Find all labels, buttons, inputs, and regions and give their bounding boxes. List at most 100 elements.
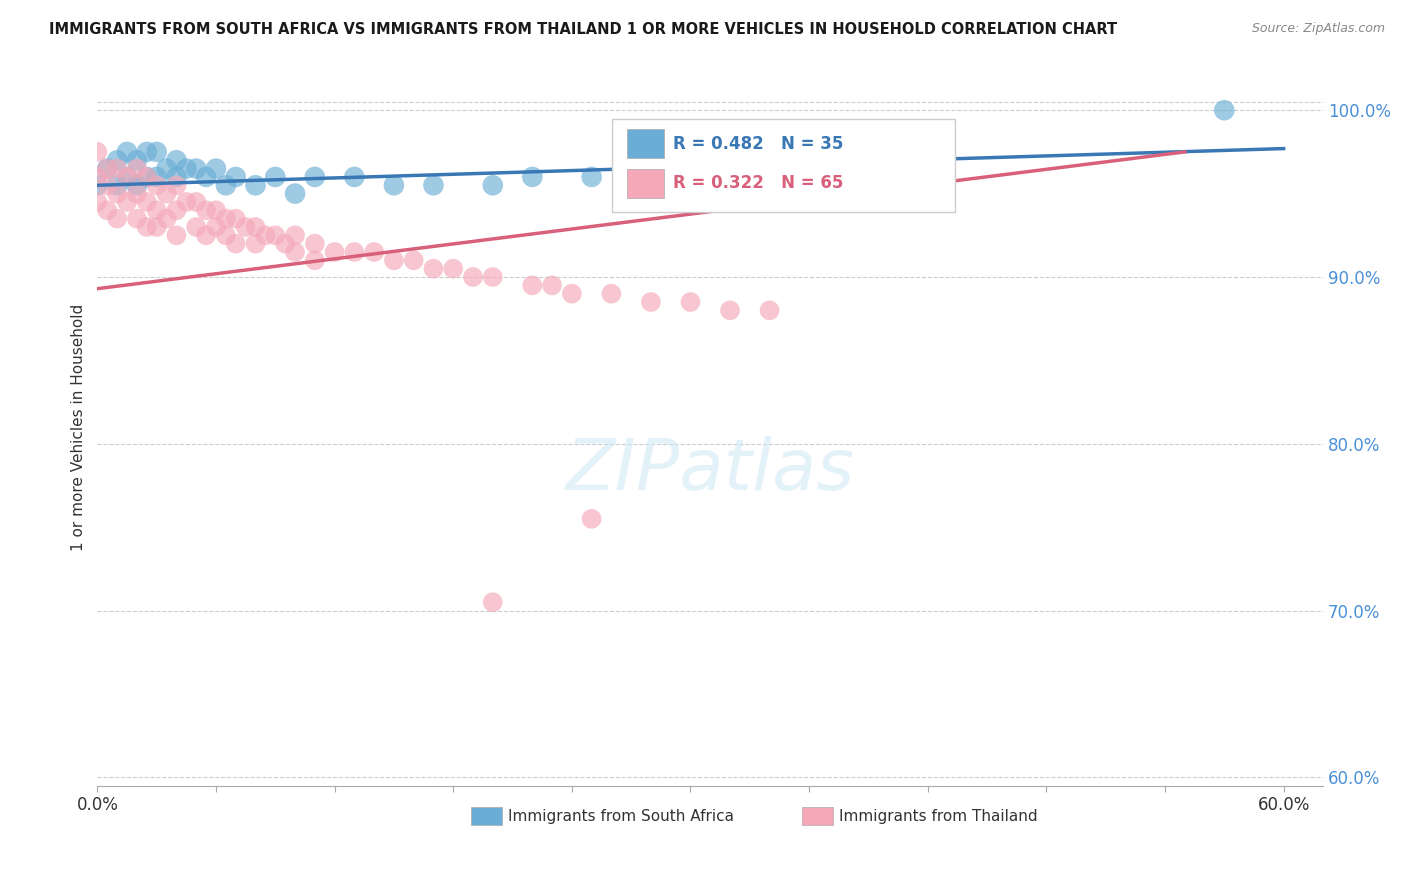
Point [186,161,208,176]
Point [323,244,346,259]
Point [135,169,157,184]
Point [581,169,603,184]
Point [1213,103,1236,118]
Point [640,161,662,176]
Point [284,186,307,201]
Point [96,178,118,193]
Point [86,169,108,184]
Point [155,211,177,226]
Point [274,236,297,251]
Text: Immigrants from South Africa: Immigrants from South Africa [508,809,734,824]
FancyBboxPatch shape [612,119,956,212]
Point [481,270,503,285]
Point [422,178,444,193]
Point [284,244,307,259]
Point [600,286,623,301]
Point [402,253,425,268]
Point [135,169,157,184]
Point [135,219,157,234]
Point [96,161,118,176]
Point [125,161,148,176]
Point [165,178,187,193]
Point [382,253,405,268]
Point [215,228,238,243]
Point [245,178,267,193]
Bar [627,169,664,198]
Point [86,194,108,209]
Point [145,145,167,159]
Point [195,169,218,184]
Point [155,186,177,201]
Point [186,194,208,209]
Text: IMMIGRANTS FROM SOUTH AFRICA VS IMMIGRANTS FROM THAILAND 1 OR MORE VEHICLES IN H: IMMIGRANTS FROM SOUTH AFRICA VS IMMIGRAN… [49,22,1118,37]
Point [679,178,702,193]
Point [176,161,198,176]
Bar [471,807,502,825]
Bar [627,129,664,158]
Point [205,203,228,218]
Point [481,178,503,193]
Point [522,278,544,293]
Point [145,178,167,193]
Point [125,178,148,193]
Point [304,253,326,268]
Point [343,244,366,259]
Point [165,203,187,218]
Point [125,153,148,168]
Point [778,169,800,184]
Point [165,228,187,243]
Point [758,303,780,318]
Text: ZIPatlas: ZIPatlas [565,435,855,505]
Point [718,303,741,318]
Point [481,595,503,609]
Point [105,211,128,226]
Point [561,286,583,301]
Point [195,228,218,243]
Point [245,219,267,234]
Text: R = 0.322   N = 65: R = 0.322 N = 65 [673,174,844,193]
Point [225,169,247,184]
Point [522,169,544,184]
Point [135,145,157,159]
Y-axis label: 1 or more Vehicles in Household: 1 or more Vehicles in Household [72,303,86,550]
Point [195,203,218,218]
Point [86,145,108,159]
Text: Source: ZipAtlas.com: Source: ZipAtlas.com [1251,22,1385,36]
Point [541,278,564,293]
Point [135,194,157,209]
Point [96,203,118,218]
Point [422,261,444,276]
Point [363,244,385,259]
Point [245,236,267,251]
Point [205,219,228,234]
Point [225,236,247,251]
Point [105,186,128,201]
Point [284,228,307,243]
Point [145,219,167,234]
Point [304,236,326,251]
Point [105,161,128,176]
Point [125,186,148,201]
Point [205,161,228,176]
Point [235,219,257,234]
Point [264,228,287,243]
Point [186,219,208,234]
Point [125,211,148,226]
Point [155,161,177,176]
Point [441,261,464,276]
Point [145,203,167,218]
Point [165,169,187,184]
Point [304,169,326,184]
Text: Immigrants from Thailand: Immigrants from Thailand [839,809,1038,824]
Point [105,153,128,168]
Point [679,295,702,310]
Point [640,295,662,310]
Point [382,178,405,193]
Point [225,211,247,226]
Point [115,194,138,209]
Point [215,178,238,193]
Point [96,161,118,176]
Point [86,178,108,193]
Point [581,512,603,526]
Point [215,211,238,226]
